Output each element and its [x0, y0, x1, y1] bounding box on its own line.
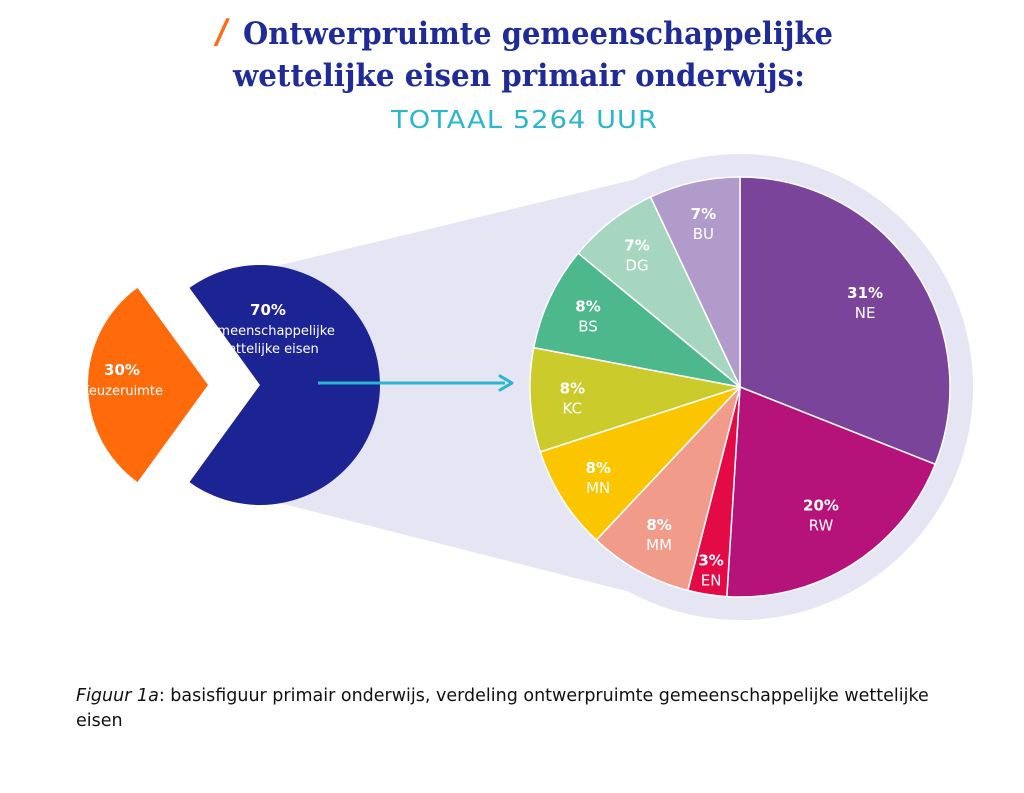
right-pie	[529, 176, 951, 598]
left-pie-labels: 30% Keuzeruimte 70% gemeenschappelijke wette…	[81, 301, 335, 399]
left-pie-slice-keuze	[88, 287, 208, 483]
right-pie-slice-MN	[539, 386, 741, 542]
right-pie-slice-MM	[595, 386, 741, 592]
right-pie-pct-NE: 31%	[847, 284, 883, 302]
arrow-head-icon	[498, 374, 514, 392]
pie-figure: / Ontwerpruimte gemeenschappelijke wette…	[81, 12, 973, 620]
left-pie	[88, 265, 381, 505]
right-pie-slice-NE	[739, 176, 951, 466]
right-pie-label-MM: MM	[646, 536, 672, 554]
right-pie-labels: 31% NE 20% RW 3% EN 8% MM 8% MN 8% KC 8% BS 7% DG 7% BU	[560, 205, 883, 590]
right-pie-label-NE: NE	[855, 304, 876, 322]
right-pie-label-EN: EN	[701, 572, 722, 590]
right-pie-pct-MM: 8%	[646, 516, 671, 534]
title-line-2: wettelijke eisen primair onderwijs:	[232, 58, 805, 94]
left-pie-label-gem-2: wettelijke eisen	[217, 342, 318, 357]
right-pie-pct-MN: 8%	[585, 459, 610, 477]
right-pie-label-RW: RW	[809, 517, 834, 535]
right-pie-slice-BU	[649, 176, 741, 388]
left-pie-pct-keuze: 30%	[104, 361, 140, 379]
left-pie-label-gem-1: gemeenschappelijke	[201, 324, 335, 339]
right-pie-label-DG: DG	[625, 256, 648, 274]
left-pie-pct-gem: 70%	[250, 301, 286, 319]
right-pie-pct-BU: 7%	[691, 205, 716, 223]
right-pie-label-BU: BU	[693, 225, 714, 243]
title-line-1: Ontwerpruimte gemeenschappelijke	[243, 16, 833, 52]
right-pie-slice-KC	[529, 346, 741, 453]
left-pie-label-keuze: Keuzeruimte	[81, 384, 163, 399]
subtitle: TOTAAL 5264 UUR	[390, 105, 658, 134]
caption-text: : basisfiguur primair onderwijs, verdeli…	[76, 686, 929, 731]
right-pie-label-KC: KC	[563, 400, 583, 418]
right-pie-pct-DG: 7%	[624, 236, 649, 254]
right-pie-label-MN: MN	[586, 479, 610, 497]
caption-figure-label: Figuur 1a	[76, 686, 159, 706]
left-pie-slice-gem	[189, 265, 381, 505]
right-pie-pct-RW: 20%	[803, 497, 839, 515]
right-pie-slice-RW	[726, 385, 937, 598]
figure-caption: Figuur 1a: basisfiguur primair onderwijs…	[76, 684, 976, 734]
right-pie-slice-BS	[532, 252, 741, 388]
right-pie-pct-EN: 3%	[698, 552, 723, 570]
right-pie-pct-KC: 8%	[560, 380, 585, 398]
right-pie-label-BS: BS	[578, 318, 598, 336]
right-pie-pct-BS: 8%	[575, 298, 600, 316]
title-accent-mark: /	[213, 12, 232, 52]
